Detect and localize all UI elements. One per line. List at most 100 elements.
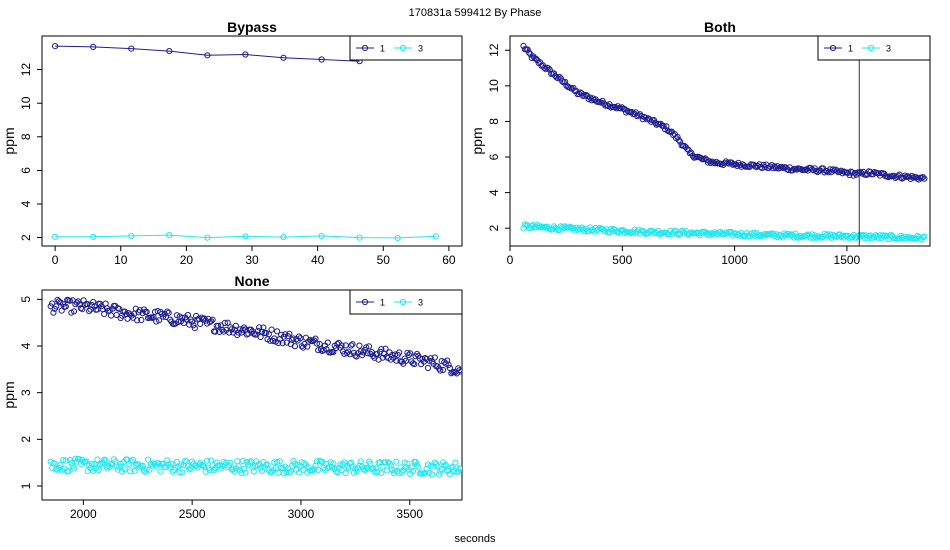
both-legend-marker-1: [829, 44, 837, 52]
both-series-1-point: [851, 169, 859, 177]
none-series-1-point: [363, 344, 370, 351]
bypass-series-3-point: [318, 232, 325, 239]
bypass-x-tick-label: 50: [377, 253, 391, 267]
none-series-3-point: [238, 469, 245, 477]
none-series-3-point: [145, 456, 152, 463]
none-series-1-point: [330, 348, 337, 356]
both-series-3-point: [710, 230, 717, 237]
none-series-3-point: [186, 466, 193, 473]
none-series-1-point: [215, 322, 222, 329]
both-series-3-point: [874, 233, 881, 240]
bypass-legend-marker-1: [361, 44, 369, 52]
none-series-3-point: [396, 470, 403, 477]
both-series-1-point: [684, 145, 691, 153]
both-series-3-point: [607, 225, 615, 233]
none-series-3-point: [427, 462, 434, 469]
none-x-tick-label: 2500: [179, 507, 206, 521]
both-series-1-point: [525, 49, 533, 56]
bypass-series-1-point: [204, 52, 211, 59]
none-series-3-point: [264, 461, 271, 468]
none-series-1-point: [62, 303, 69, 310]
bypass-series-3-point: [394, 234, 401, 241]
bypass-series-1-point: [52, 43, 59, 50]
both-title: Both: [704, 19, 736, 35]
both-series-3-point: [521, 221, 529, 228]
none-series-1-point: [419, 355, 426, 362]
none-series-1-point: [108, 312, 115, 319]
both-series-1-point: [768, 162, 775, 169]
bypass-series-3-line: [55, 234, 436, 239]
bypass-y-tick-label: 8: [19, 133, 33, 140]
none-series-3-point: [146, 466, 153, 473]
both-series-1-point: [707, 160, 714, 167]
bypass-series-3-point: [128, 232, 135, 239]
none-series-3-point: [204, 457, 211, 464]
both-y-tick-label: 2: [487, 225, 501, 232]
none-series-3-point: [435, 471, 443, 478]
none-series-1-point: [353, 353, 360, 360]
none-series-1-point: [457, 368, 462, 375]
bypass-series-1-point: [318, 56, 325, 63]
none-series-3-point: [342, 470, 349, 477]
none-series-3-point: [379, 463, 386, 470]
none-title: None: [235, 273, 270, 289]
none-series-3-point: [147, 461, 154, 468]
none-series-1-point: [265, 331, 272, 338]
both-series-1-point: [611, 103, 619, 111]
bypass-series-3-point: [356, 234, 363, 241]
none-series-1-point: [346, 351, 353, 358]
none-series-3-point: [156, 460, 163, 467]
both-series-1-point: [653, 121, 660, 128]
none-series-1-point: [300, 344, 307, 351]
bypass-series-1-line: [55, 45, 360, 62]
none-series-3-point: [257, 464, 264, 471]
none-series-1-point: [224, 319, 231, 326]
none-series-1-point: [286, 330, 293, 337]
none-series-3-point: [382, 459, 389, 466]
none-series-1-point: [313, 340, 320, 347]
none-x-tick-label: 3000: [288, 507, 315, 521]
none-series-1-point: [440, 366, 447, 374]
none-series-3-point: [241, 465, 248, 472]
none-series-3-point: [157, 468, 164, 475]
both-series-1-point: [582, 91, 590, 98]
none-series-3-point: [315, 466, 322, 473]
none-series-1-point: [197, 320, 204, 327]
none-series-1-point: [138, 316, 145, 324]
both-series-1-point: [528, 54, 535, 62]
none-series-1-point: [232, 322, 239, 329]
none-series-3-point: [353, 468, 360, 475]
none-series-1-point: [70, 308, 78, 315]
none-series-3-point: [128, 458, 135, 465]
none-series-3-point: [50, 459, 57, 466]
none-series-3-point: [206, 467, 213, 474]
none-series-3-point: [287, 468, 294, 475]
none-series-1-point: [283, 339, 290, 346]
bypass-series-3-point: [166, 232, 173, 239]
bypass-series-1-point: [166, 48, 173, 55]
both-y-label: ppm: [469, 127, 485, 154]
none-y-tick-label: 2: [19, 436, 33, 443]
none-series-3-point: [95, 466, 102, 474]
none-series-3-point: [258, 467, 266, 474]
bypass-y-tick-label: 2: [19, 234, 33, 241]
none-series-1-point: [228, 326, 235, 333]
none-series-1-point: [247, 326, 255, 333]
bypass-plot-frame: [41, 35, 463, 247]
both-series-1-point: [821, 169, 828, 176]
none-series-3-point: [250, 468, 257, 475]
none-series-3-point: [113, 463, 120, 470]
none-series-1-point: [409, 360, 416, 367]
none-series-1-point: [295, 333, 303, 340]
none-series-3-point: [127, 468, 134, 475]
none-legend-marker-1: [361, 298, 369, 306]
none-series-3-point: [70, 465, 78, 472]
none-series-3-point: [182, 457, 189, 464]
bypass-x-tick-label: 10: [114, 253, 128, 267]
bypass-y-tick-label: 12: [19, 63, 33, 77]
none-series-3-point: [274, 459, 281, 466]
both-series-1-point: [556, 73, 563, 81]
none-series-3-point: [378, 470, 385, 477]
none-series-1-point: [50, 309, 57, 316]
